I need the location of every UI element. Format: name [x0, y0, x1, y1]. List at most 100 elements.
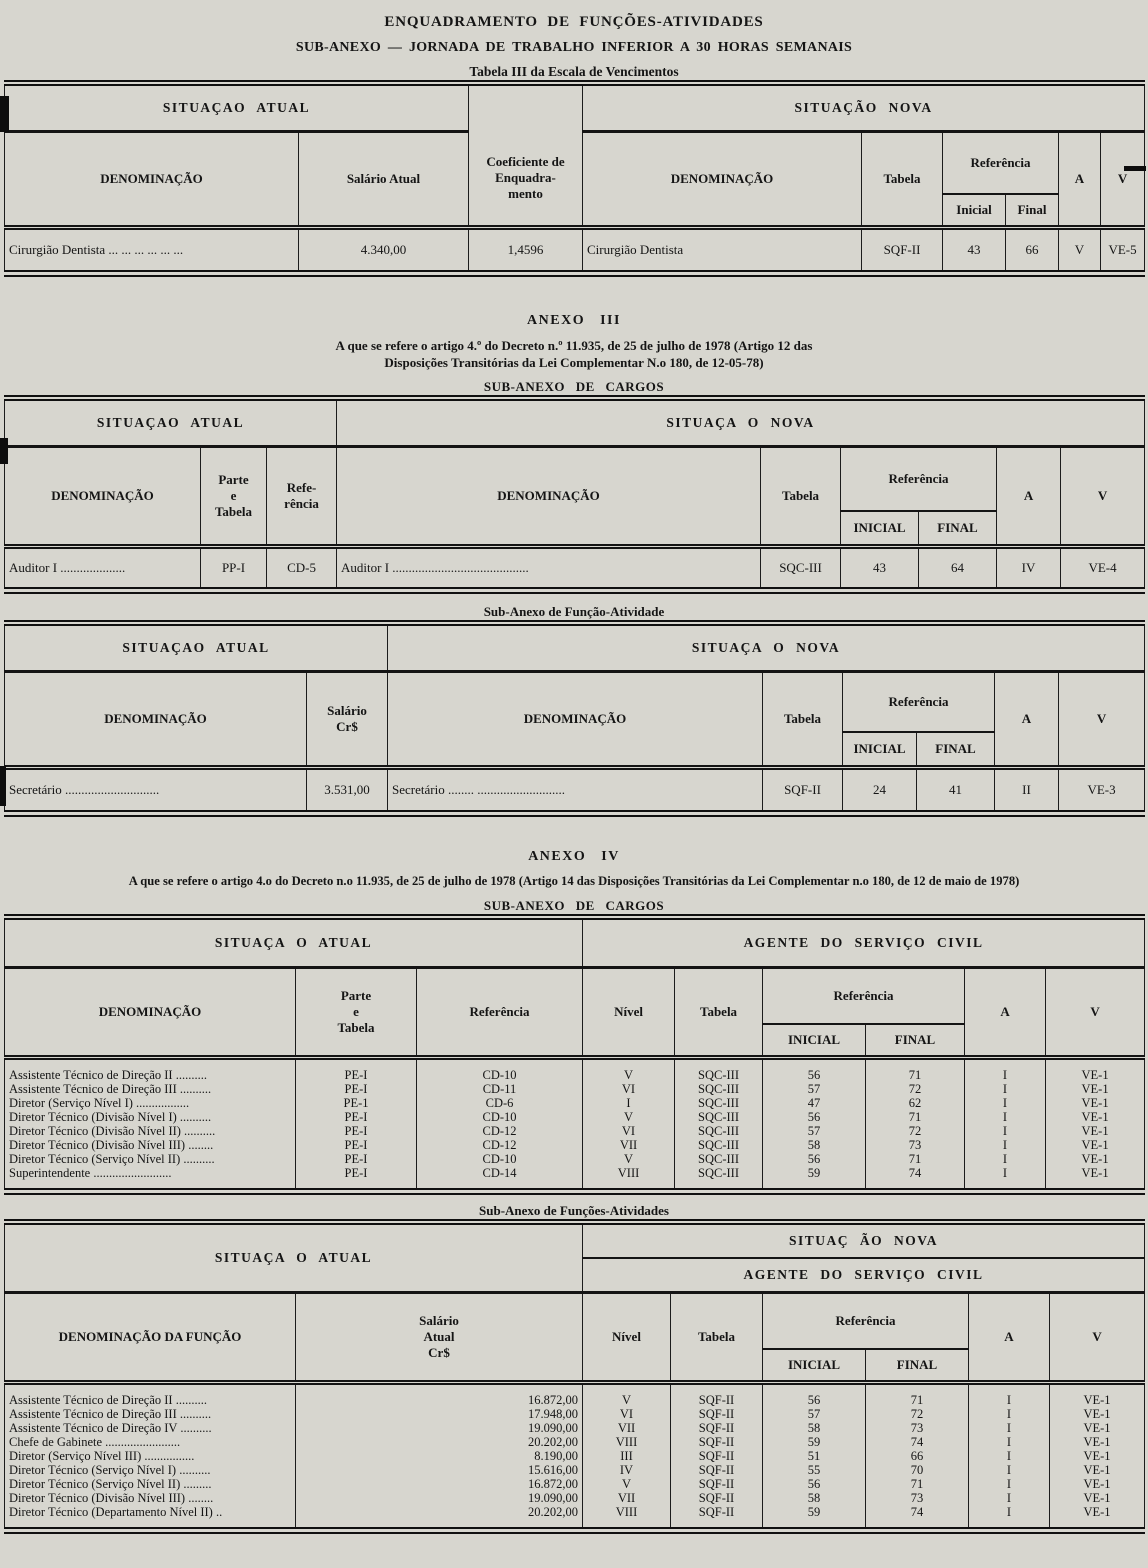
table-cell: CD-14 [415, 1166, 584, 1192]
table-cell: VIII [582, 1505, 671, 1531]
col-header-referencia-atual: Referência [415, 967, 584, 1058]
table-cell: VE-3 [1057, 765, 1146, 814]
table-cell: Auditor I ..............................… [336, 544, 762, 591]
table-cell: 58 [762, 1138, 867, 1152]
table-cell: Diretor Técnico (Divisão Nível III) ....… [4, 1138, 296, 1152]
col-header-referencia-atual: Refe- rência [265, 446, 338, 547]
table-cell: Assistente Técnico de Direção III ......… [4, 1407, 296, 1421]
col-header-a: A [994, 671, 1059, 768]
table-cell: 43 [942, 225, 1006, 274]
anexo-iii-cargos-body: Auditor I .................... PP-I CD-5 Au… [4, 544, 1146, 591]
table-row: Diretor Técnico (Departamento Nível II) … [4, 1505, 1146, 1531]
table-cell: 71 [865, 1477, 969, 1491]
table-cell: VI [582, 1407, 671, 1421]
table-cell: 56 [762, 1152, 867, 1166]
band-spacer [468, 83, 583, 132]
table-cell: Assistente Técnico de Direção II .......… [4, 1055, 296, 1082]
funcao-atividade-caption: Sub-Anexo de Função-Atividade [483, 604, 665, 619]
table-cell: VE-1 [1048, 1449, 1146, 1463]
table-cell: I [968, 1380, 1050, 1407]
col-header-inicial: INICIAL [762, 1348, 866, 1383]
table-cell: VI [582, 1082, 676, 1096]
table-cell: I [968, 1477, 1050, 1491]
col-header-referencia: Referência [840, 446, 998, 512]
table-cell: VE-1 [1045, 1096, 1146, 1110]
table-cell: VIII [582, 1166, 676, 1192]
table-cell: V [1058, 225, 1101, 274]
document-title: ENQUADRAMENTO DE FUNÇÕES-ATIVIDADES [384, 14, 764, 30]
table-cell: Assistente Técnico de Direção II .......… [4, 1380, 296, 1407]
table-cell: Diretor Técnico (Serviço Nível II) .....… [4, 1152, 296, 1166]
table-cell: V [582, 1055, 676, 1082]
table-row: Superintendente ........................… [4, 1166, 1146, 1192]
table-cell: IV [582, 1463, 671, 1477]
table-cell: SQF-II [670, 1435, 763, 1449]
col-header-denominacao-da-funcao: DENOMINAÇÃO DA FUNÇÃO [4, 1292, 296, 1383]
table-cell: 70 [865, 1463, 969, 1477]
col-header-nivel: Nível [582, 1292, 671, 1383]
col-header-final: FINAL [918, 510, 998, 547]
vencimentos-table-body: Cirurgião Dentista ... ... ... ... ... .… [4, 225, 1146, 274]
col-header-coeficiente: Coeficiente de Enquadra- mento [468, 131, 583, 228]
table-cell: VE-1 [1048, 1380, 1146, 1407]
table-cell: Superintendente ........................… [4, 1166, 296, 1192]
table-cell: Diretor Técnico (Serviço Nível II) .....… [4, 1477, 296, 1491]
table-cell: 71 [865, 1380, 969, 1407]
table-cell: Chefe de Gabinete ......................… [4, 1435, 296, 1449]
table-cell: 43 [840, 544, 920, 591]
table-cell: VE-1 [1045, 1055, 1146, 1082]
situacao-nova-band: SITUAÇ ÃO NOVA [581, 1222, 1146, 1259]
col-header-final: FINAL [865, 1348, 969, 1383]
table-cell: 73 [865, 1421, 969, 1435]
table-cell: Diretor (Serviço Nível I) ..............… [4, 1096, 296, 1110]
table-row: Diretor (Serviço Nível III) ............… [4, 1449, 1146, 1463]
anexo-iii-subheading: SUB-ANEXO DE CARGOS [483, 379, 665, 394]
col-header-nivel: Nível [582, 967, 676, 1058]
table-cell: SQC-III [674, 1055, 764, 1082]
col-header-referencia: Referência [942, 131, 1059, 195]
table-row: Secretário .............................… [4, 765, 1146, 814]
table-cell: I [964, 1055, 1047, 1082]
table-cell: 1,4596 [468, 225, 583, 274]
table-cell: 73 [865, 1491, 969, 1505]
table-row: Diretor Técnico (Serviço Nível II) .....… [4, 1152, 1146, 1166]
table-cell: I [964, 1082, 1047, 1096]
table-cell: VE-4 [1060, 544, 1146, 591]
table-cell: 8.190,00 [295, 1449, 583, 1463]
col-header-tabela: Tabela [760, 446, 842, 547]
anexo-iii-title: ANEXO III [527, 313, 621, 328]
situacao-atual-band: SITUAÇA O ATUAL [4, 1222, 583, 1294]
table-iii-caption: Tabela III da Escala de Vencimentos [469, 64, 679, 79]
table-cell: SQC-III [674, 1124, 764, 1138]
table-cell: VE-5 [1099, 225, 1146, 274]
table-row: Assistente Técnico de Direção IV .......… [4, 1421, 1146, 1435]
table-cell: 24 [842, 765, 917, 814]
scan-artifact [0, 766, 6, 806]
table-cell: I [582, 1096, 676, 1110]
table-cell: SQF-II [670, 1407, 763, 1421]
col-header-inicial: INICIAL [842, 731, 917, 768]
anexo-iii-cargos-table: SITUAÇAO ATUAL SITUAÇA O NOVA DENOMINAÇÃ… [3, 395, 1146, 594]
table-cell: SQC-III [674, 1152, 764, 1166]
table-cell: 20.202,00 [295, 1505, 583, 1531]
table-cell: 41 [916, 765, 995, 814]
col-header-denominacao-nova: DENOMINAÇÃO [582, 131, 862, 228]
table-cell: I [968, 1407, 1050, 1421]
table-cell: 59 [762, 1435, 866, 1449]
table-row: Diretor (Serviço Nível I) ..............… [4, 1096, 1146, 1110]
table-cell: 71 [865, 1055, 966, 1082]
table-cell: I [968, 1463, 1050, 1477]
col-header-v: V [1048, 1292, 1146, 1383]
table-cell: II [994, 765, 1059, 814]
table-cell: PE-I [295, 1166, 417, 1192]
table-cell: PE-1 [295, 1096, 417, 1110]
table-cell: VE-1 [1048, 1491, 1146, 1505]
table-cell: I [964, 1138, 1047, 1152]
col-header-a: A [968, 1292, 1050, 1383]
col-header-v: V [1060, 446, 1146, 547]
table-cell: SQF-II [670, 1477, 763, 1491]
situacao-nova-band: SITUAÇA O NOVA [386, 623, 1146, 673]
col-header-inicial: Inicial [942, 193, 1006, 228]
table-cell: 58 [762, 1491, 866, 1505]
table-row: Diretor Técnico (Serviço Nível I) ......… [4, 1463, 1146, 1477]
